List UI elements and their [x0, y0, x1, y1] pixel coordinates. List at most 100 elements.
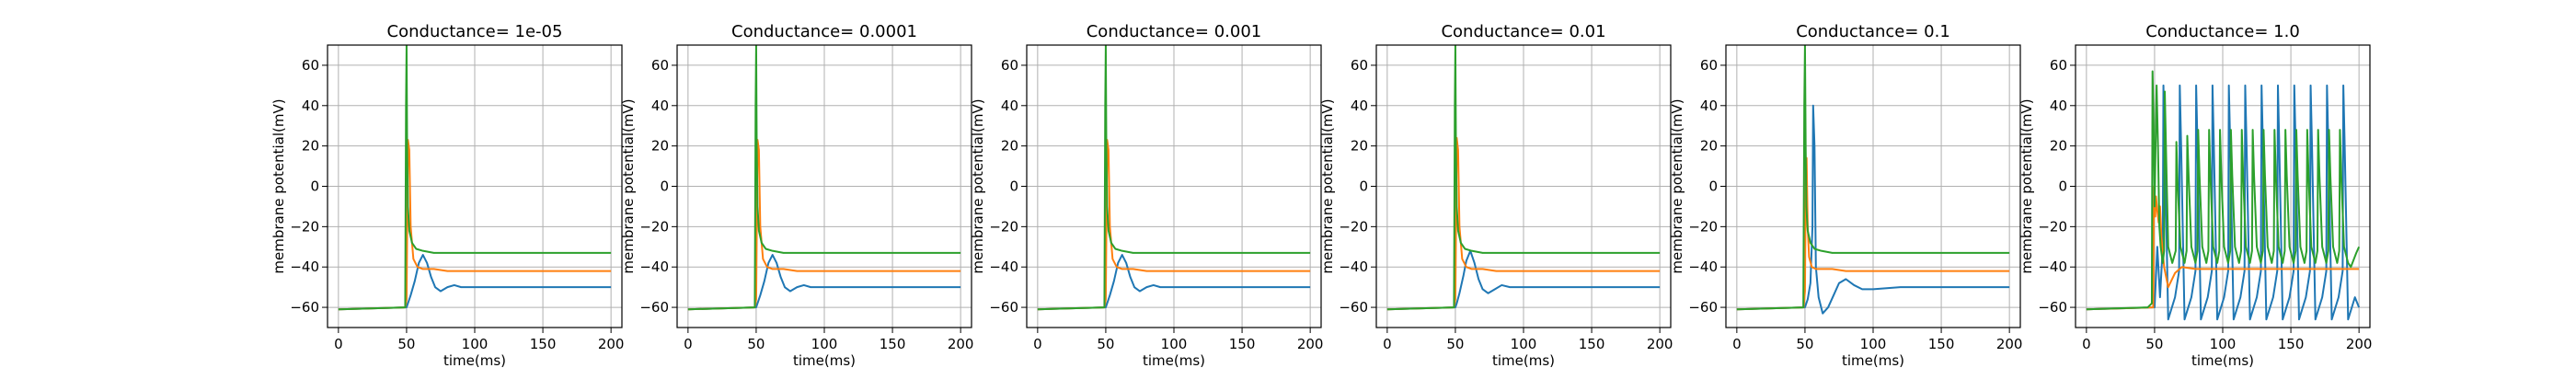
x-tick-label: 0 [1732, 336, 1742, 352]
panel-2: 0 50 100 150 200 −60 −40 −20 0 20 40 60 Conductance=… [620, 22, 973, 368]
x-tick-label: 100 [1511, 336, 1537, 352]
y-tick-label: −40 [1339, 259, 1368, 275]
y-tick-label: 60 [302, 57, 319, 74]
x-tick-label: 50 [1796, 336, 1813, 352]
series-line-3 [687, 45, 961, 311]
y-tick-label: 60 [2050, 57, 2067, 74]
x-tick-label: 50 [1446, 336, 1464, 352]
y-tick-label: 20 [2050, 138, 2067, 155]
series-line-1 [687, 254, 961, 311]
series-line-2 [687, 139, 961, 311]
y-tick-label: 40 [651, 98, 669, 114]
x-tick-label: 100 [1860, 336, 1887, 352]
y-tick-label: 60 [1700, 57, 1718, 74]
y-tick-label: −40 [290, 259, 319, 275]
y-tick-label: 40 [1700, 98, 1718, 114]
y-tick-label: 20 [1351, 138, 1368, 155]
y-axis-label: membrane potential(mV) [620, 98, 637, 273]
panel-6: 0 50 100 150 200 −60 −40 −20 0 20 40 60 Conductance=… [2018, 22, 2372, 368]
y-axis-label: membrane potential(mV) [1669, 98, 1685, 273]
series-line-3 [1386, 45, 1661, 311]
x-tick-label: 200 [2346, 336, 2373, 352]
series-line-3 [1736, 45, 2010, 311]
y-axis-label: membrane potential(mV) [2018, 98, 2035, 273]
series-line-2 [1037, 139, 1311, 311]
y-tick-label: 20 [1001, 138, 1018, 155]
series-line-2 [338, 139, 612, 311]
x-tick-label: 150 [2278, 336, 2305, 352]
y-tick-label: 0 [1359, 178, 1368, 195]
y-tick-label: 0 [1708, 178, 1718, 195]
x-tick-label: 0 [1033, 336, 1042, 352]
x-tick-label: 50 [2145, 336, 2163, 352]
x-axis-label: time(ms) [1842, 352, 1904, 368]
series-line-3 [1037, 45, 1311, 311]
y-tick-label: −40 [989, 259, 1018, 275]
series-line-1 [1736, 104, 2010, 315]
y-tick-label: −60 [1688, 299, 1718, 316]
panel-title: Conductance= 1e-05 [387, 22, 563, 41]
x-tick-label: 50 [747, 336, 765, 352]
panel-title: Conductance= 0.01 [1441, 22, 1605, 41]
series-line-1 [1037, 254, 1311, 311]
y-tick-label: −20 [639, 218, 669, 235]
x-tick-label: 0 [684, 336, 693, 352]
y-tick-label: −60 [290, 299, 319, 316]
y-tick-label: −20 [989, 218, 1018, 235]
series-line-1 [2086, 84, 2361, 321]
y-axis-label: membrane potential(mV) [970, 98, 986, 273]
series-line-2 [1386, 136, 1661, 311]
y-tick-label: 20 [302, 138, 319, 155]
y-axis-label: membrane potential(mV) [270, 98, 287, 273]
x-tick-label: 150 [1928, 336, 1955, 352]
y-tick-label: −20 [1688, 218, 1718, 235]
panel-title: Conductance= 0.001 [1087, 22, 1262, 41]
x-tick-label: 100 [1161, 336, 1188, 352]
x-tick-label: 200 [948, 336, 974, 352]
y-tick-label: 60 [1351, 57, 1368, 74]
y-tick-label: 20 [1700, 138, 1718, 155]
y-tick-label: 0 [310, 178, 319, 195]
panel-title: Conductance= 1.0 [2145, 22, 2300, 41]
x-tick-label: 50 [1097, 336, 1114, 352]
x-tick-label: 150 [880, 336, 906, 352]
panel-title: Conductance= 0.0001 [731, 22, 917, 41]
y-tick-label: 40 [302, 98, 319, 114]
series-line-1 [338, 254, 612, 311]
x-axis-label: time(ms) [1492, 352, 1555, 368]
x-tick-label: 200 [598, 336, 625, 352]
y-tick-label: −20 [290, 218, 319, 235]
y-tick-label: 40 [1001, 98, 1018, 114]
series-line-3 [2086, 70, 2361, 311]
y-tick-label: 40 [1351, 98, 1368, 114]
y-tick-label: 40 [2050, 98, 2067, 114]
y-tick-label: 0 [2058, 178, 2067, 195]
x-tick-label: 150 [530, 336, 557, 352]
x-tick-label: 150 [1229, 336, 1256, 352]
x-tick-label: 0 [334, 336, 343, 352]
x-tick-label: 100 [462, 336, 489, 352]
y-tick-label: −60 [989, 299, 1018, 316]
panel-4: 0 50 100 150 200 −60 −40 −20 0 20 40 60 Conductance=… [1319, 22, 1673, 368]
y-tick-label: −60 [2038, 299, 2067, 316]
panel-1: 0 50 100 150 200 −60 −40 −20 0 20 40 60 Conductance=… [270, 22, 624, 368]
panel-title: Conductance= 0.1 [1796, 22, 1950, 41]
x-tick-label: 100 [811, 336, 838, 352]
y-tick-label: −40 [1688, 259, 1718, 275]
y-axis-label: membrane potential(mV) [1319, 98, 1336, 273]
x-tick-label: 200 [1297, 336, 1324, 352]
x-axis-label: time(ms) [793, 352, 856, 368]
x-tick-label: 200 [1647, 336, 1673, 352]
x-tick-label: 200 [1996, 336, 2023, 352]
panel-3: 0 50 100 150 200 −60 −40 −20 0 20 40 60 Conductance=… [970, 22, 1323, 368]
y-tick-label: −20 [1339, 218, 1368, 235]
y-tick-label: 20 [651, 138, 669, 155]
x-tick-label: 100 [2210, 336, 2237, 352]
series-line-1 [1386, 249, 1661, 311]
y-tick-label: −60 [1339, 299, 1368, 316]
x-axis-label: time(ms) [1143, 352, 1205, 368]
y-tick-label: 0 [1009, 178, 1018, 195]
x-axis-label: time(ms) [2191, 352, 2254, 368]
series-line-3 [338, 45, 612, 311]
